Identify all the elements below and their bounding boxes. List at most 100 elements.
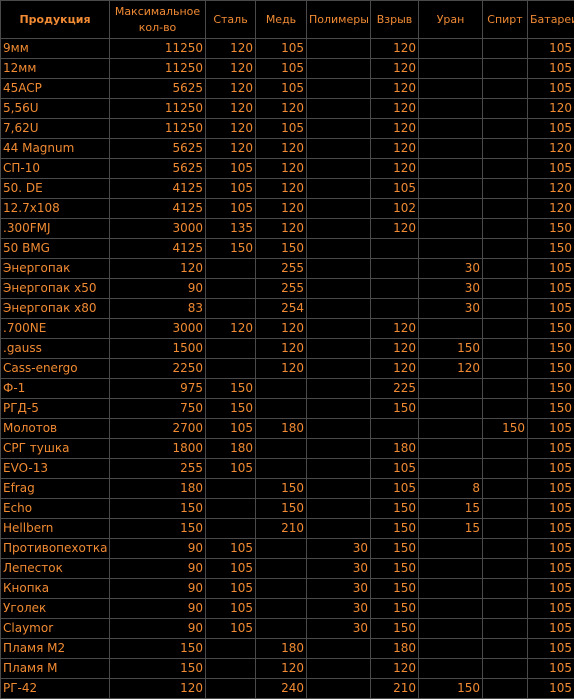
cell-uranium: [419, 579, 483, 599]
cell-alcohol: [483, 559, 528, 579]
cell-copper: [256, 459, 307, 479]
cell-copper: [256, 599, 307, 619]
cell-polymers: [307, 219, 371, 239]
cell-product-name: 44 Magnum: [1, 139, 110, 159]
cell-copper: [256, 619, 307, 639]
cell-explosive: 120: [371, 219, 419, 239]
cell-max-qty: 150: [110, 519, 206, 539]
cell-alcohol: [483, 579, 528, 599]
cell-polymers: [307, 639, 371, 659]
cell-alcohol: 150: [483, 419, 528, 439]
cell-copper: 120: [256, 659, 307, 679]
cell-steel: [206, 499, 256, 519]
cell-copper: 255: [256, 259, 307, 279]
cell-uranium: [419, 199, 483, 219]
cell-batteries: 150: [528, 239, 574, 259]
cell-steel: [206, 259, 256, 279]
cell-explosive: [371, 239, 419, 259]
cell-steel: 120: [206, 59, 256, 79]
cell-uranium: [419, 399, 483, 419]
cell-copper: 105: [256, 39, 307, 59]
cell-explosive: 120: [371, 359, 419, 379]
cell-polymers: [307, 119, 371, 139]
cell-explosive: 120: [371, 319, 419, 339]
cell-uranium: [419, 239, 483, 259]
cell-polymers: [307, 179, 371, 199]
cell-batteries: 105: [528, 119, 574, 139]
cell-uranium: [419, 619, 483, 639]
cell-copper: 240: [256, 679, 307, 699]
cell-explosive: 120: [371, 339, 419, 359]
cell-polymers: [307, 159, 371, 179]
cell-alcohol: [483, 99, 528, 119]
cell-product-name: 12мм: [1, 59, 110, 79]
cell-batteries: 150: [528, 339, 574, 359]
cell-polymers: [307, 279, 371, 299]
cell-steel: 105: [206, 539, 256, 559]
cell-batteries: 105: [528, 419, 574, 439]
cell-uranium: [419, 219, 483, 239]
cell-max-qty: 5625: [110, 159, 206, 179]
cell-max-qty: 90: [110, 559, 206, 579]
cell-max-qty: 3000: [110, 219, 206, 239]
cell-steel: 120: [206, 39, 256, 59]
cell-uranium: [419, 179, 483, 199]
cell-explosive: 150: [371, 559, 419, 579]
cell-alcohol: [483, 479, 528, 499]
cell-explosive: 150: [371, 539, 419, 559]
cell-copper: 120: [256, 179, 307, 199]
cell-copper: [256, 379, 307, 399]
cell-alcohol: [483, 79, 528, 99]
cell-steel: 120: [206, 319, 256, 339]
cell-copper: 105: [256, 79, 307, 99]
column-header-steel: Сталь: [206, 1, 256, 39]
cell-polymers: [307, 239, 371, 259]
cell-polymers: 30: [307, 579, 371, 599]
cell-steel: 120: [206, 79, 256, 99]
cell-polymers: [307, 479, 371, 499]
cell-copper: 120: [256, 99, 307, 119]
cell-uranium: [419, 599, 483, 619]
cell-copper: [256, 399, 307, 419]
cell-copper: 180: [256, 419, 307, 439]
column-header-explosive: Взрыв: [371, 1, 419, 39]
cell-steel: 150: [206, 379, 256, 399]
cell-polymers: [307, 519, 371, 539]
cell-product-name: .300FMJ: [1, 219, 110, 239]
cell-alcohol: [483, 679, 528, 699]
cell-max-qty: 11250: [110, 59, 206, 79]
cell-alcohol: [483, 319, 528, 339]
cell-max-qty: 11250: [110, 119, 206, 139]
cell-alcohol: [483, 239, 528, 259]
cell-product-name: .700NE: [1, 319, 110, 339]
cell-steel: [206, 359, 256, 379]
cell-steel: 105: [206, 619, 256, 639]
cell-steel: [206, 479, 256, 499]
cell-polymers: 30: [307, 539, 371, 559]
cell-max-qty: 3000: [110, 319, 206, 339]
cell-copper: 120: [256, 219, 307, 239]
cell-explosive: 150: [371, 599, 419, 619]
cell-uranium: [419, 459, 483, 479]
cell-explosive: 120: [371, 99, 419, 119]
cell-batteries: 105: [528, 479, 574, 499]
cell-max-qty: 750: [110, 399, 206, 419]
cell-max-qty: 2700: [110, 419, 206, 439]
cell-batteries: 105: [528, 159, 574, 179]
cell-max-qty: 5625: [110, 79, 206, 99]
cell-steel: [206, 299, 256, 319]
cell-polymers: [307, 319, 371, 339]
cell-steel: 120: [206, 99, 256, 119]
